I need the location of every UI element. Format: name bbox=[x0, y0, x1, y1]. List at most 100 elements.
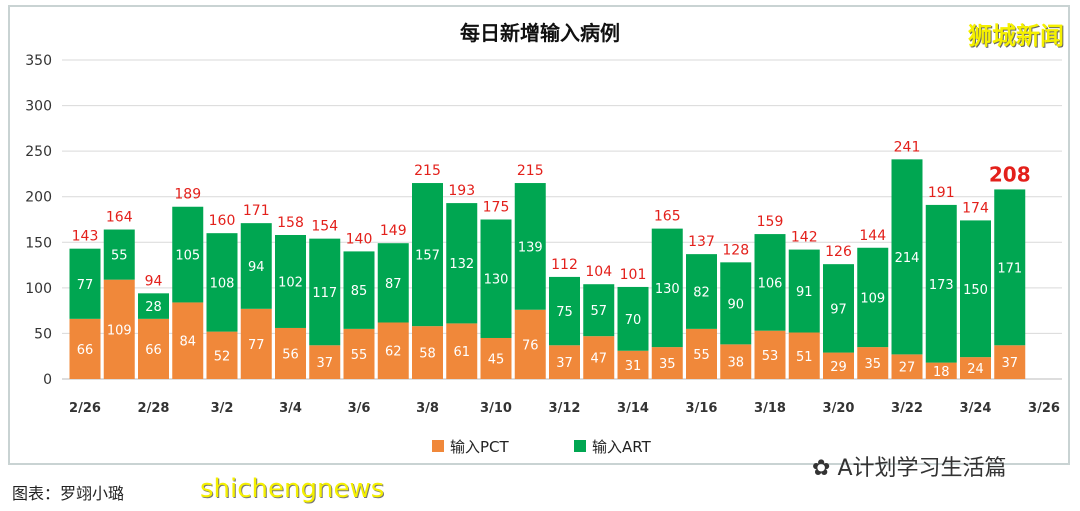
art-value-label: 108 bbox=[210, 276, 235, 291]
bar-art bbox=[412, 183, 443, 327]
total-value-label: 241 bbox=[894, 139, 921, 155]
art-value-label: 130 bbox=[484, 273, 509, 288]
art-value-label: 57 bbox=[590, 304, 607, 319]
total-value-label: 159 bbox=[757, 214, 784, 230]
bar-art bbox=[343, 251, 375, 329]
total-value-label: 165 bbox=[654, 209, 681, 225]
art-value-label: 82 bbox=[693, 286, 710, 301]
pct-value-label: 58 bbox=[419, 347, 436, 362]
art-value-label: 77 bbox=[77, 278, 94, 293]
art-value-label: 90 bbox=[727, 297, 744, 312]
bar-pct bbox=[754, 330, 786, 379]
total-value-label: 158 bbox=[277, 215, 304, 231]
pct-value-label: 62 bbox=[385, 345, 402, 360]
total-value-label: 154 bbox=[311, 219, 338, 235]
art-value-label: 97 bbox=[830, 302, 847, 317]
bar-pct bbox=[446, 323, 478, 379]
total-value-label: 193 bbox=[448, 183, 475, 199]
bar-pct bbox=[583, 336, 615, 379]
bar-pct bbox=[275, 327, 306, 379]
bar-pct bbox=[138, 318, 169, 379]
total-value-label: 149 bbox=[380, 223, 407, 239]
bar-art bbox=[891, 159, 923, 355]
bar-art bbox=[103, 229, 135, 280]
bar-pct bbox=[549, 345, 580, 379]
art-value-label: 132 bbox=[449, 257, 474, 272]
x-tick-label: 3/12 bbox=[549, 401, 581, 416]
art-value-label: 106 bbox=[758, 276, 783, 291]
bar-pct bbox=[720, 344, 752, 379]
art-value-label: 94 bbox=[248, 260, 265, 275]
bar-art bbox=[446, 203, 478, 324]
pct-value-label: 18 bbox=[933, 365, 950, 380]
total-value-label: 144 bbox=[859, 228, 886, 244]
bar-pct bbox=[480, 337, 512, 379]
bar-pct bbox=[240, 308, 272, 379]
pct-value-label: 37 bbox=[1001, 356, 1018, 371]
x-tick-label: 3/18 bbox=[754, 401, 786, 416]
art-value-label: 102 bbox=[278, 275, 303, 290]
pct-value-label: 37 bbox=[556, 356, 573, 371]
bar-pct bbox=[206, 331, 238, 379]
bar-art bbox=[549, 276, 580, 346]
x-tick-label: 3/6 bbox=[348, 401, 371, 416]
x-tick-label: 3/16 bbox=[686, 401, 718, 416]
bar-art bbox=[309, 238, 341, 346]
total-value-label: 174 bbox=[962, 200, 989, 216]
y-tick-label: 100 bbox=[25, 281, 52, 297]
bar-art bbox=[275, 234, 306, 328]
y-tick-label: 0 bbox=[43, 372, 52, 388]
art-value-label: 109 bbox=[860, 291, 885, 306]
x-tick-label: 3/24 bbox=[960, 401, 992, 416]
total-value-label: 215 bbox=[517, 163, 544, 179]
pct-value-label: 31 bbox=[625, 359, 642, 374]
bar-pct bbox=[925, 362, 957, 379]
total-value-label: 128 bbox=[722, 242, 749, 258]
art-value-label: 214 bbox=[895, 251, 920, 266]
y-tick-label: 150 bbox=[25, 235, 52, 251]
total-value-label: 126 bbox=[825, 244, 852, 260]
bar-art bbox=[583, 284, 615, 337]
pct-value-label: 35 bbox=[864, 357, 881, 372]
art-value-label: 55 bbox=[111, 249, 128, 264]
wechat-icon: ✿ bbox=[812, 456, 831, 481]
pct-value-label: 47 bbox=[590, 352, 607, 367]
y-tick-label: 50 bbox=[34, 326, 52, 342]
bar-art bbox=[69, 248, 101, 319]
bar-art bbox=[823, 264, 854, 353]
bar-pct bbox=[412, 326, 443, 379]
art-value-label: 91 bbox=[796, 285, 813, 300]
art-value-label: 139 bbox=[518, 240, 543, 255]
bar-pct bbox=[103, 279, 135, 379]
watermark-bottom-left: shichengnews bbox=[200, 474, 385, 504]
x-tick-label: 2/26 bbox=[69, 401, 101, 416]
bar-art bbox=[172, 206, 204, 303]
pct-value-label: 56 bbox=[282, 347, 299, 362]
pct-value-label: 37 bbox=[316, 356, 333, 371]
bar-art bbox=[240, 223, 272, 309]
bar-pct bbox=[686, 328, 717, 379]
bar-pct bbox=[69, 318, 101, 379]
x-tick-label: 3/26 bbox=[1028, 401, 1060, 416]
bar-art bbox=[377, 243, 409, 323]
pct-value-label: 76 bbox=[522, 338, 539, 353]
bar-pct bbox=[651, 347, 683, 379]
bar-pct bbox=[172, 302, 204, 379]
bar-art bbox=[206, 233, 238, 332]
bar-pct bbox=[823, 352, 854, 379]
y-tick-label: 200 bbox=[25, 190, 52, 206]
x-tick-label: 3/4 bbox=[279, 401, 302, 416]
legend-label: 输入ART bbox=[592, 438, 652, 456]
bar-art bbox=[754, 234, 786, 331]
art-value-label: 70 bbox=[625, 313, 642, 328]
bar-art bbox=[925, 204, 957, 363]
total-value-label: 104 bbox=[585, 264, 612, 280]
art-value-label: 28 bbox=[145, 300, 162, 315]
pct-value-label: 77 bbox=[248, 338, 265, 353]
total-value-label: 191 bbox=[928, 185, 955, 201]
art-value-label: 157 bbox=[415, 249, 440, 264]
total-value-label: 94 bbox=[145, 273, 163, 289]
bar-pct bbox=[309, 345, 341, 379]
bar-pct bbox=[788, 332, 820, 379]
bar-art bbox=[686, 254, 717, 329]
